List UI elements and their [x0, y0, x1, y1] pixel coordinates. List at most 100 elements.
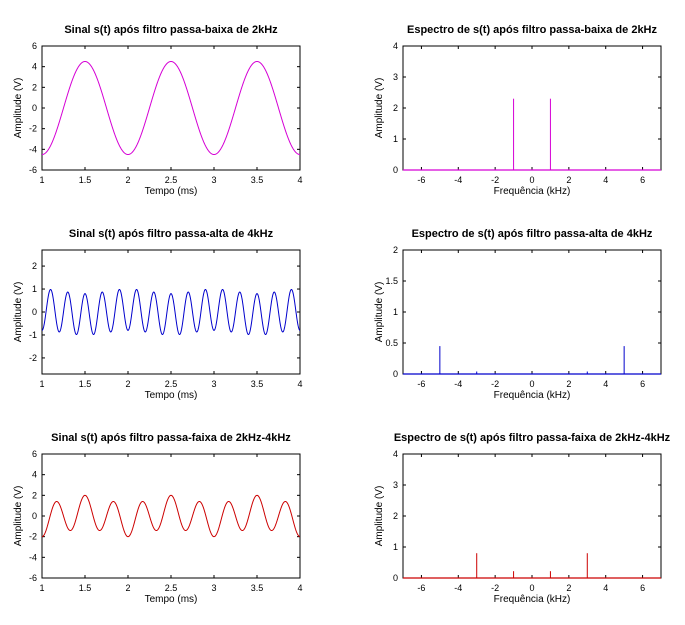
y-tick-label: 0 [393, 573, 398, 583]
x-tick-label: 2 [125, 379, 130, 389]
y-tick-label: -6 [29, 165, 37, 175]
chart-panel-2: Espectro de s(t) após filtro passa-baixa… [374, 24, 662, 197]
x-tick-label: -2 [491, 583, 499, 593]
x-tick-label: 2 [566, 583, 571, 593]
y-tick-label: 4 [32, 470, 37, 480]
chart-panel-6: Espectro de s(t) após filtro passa-faixa… [374, 432, 671, 605]
y-tick-label: 3 [393, 72, 398, 82]
y-axis-label: Amplitude (V) [13, 282, 24, 343]
x-tick-label: 1.5 [79, 379, 92, 389]
x-axis-label: Tempo (ms) [145, 594, 198, 605]
y-tick-label: 1 [393, 542, 398, 552]
x-axis-label: Frequência (kHz) [494, 390, 571, 401]
x-tick-label: -6 [417, 583, 425, 593]
x-tick-label: 2 [566, 379, 571, 389]
x-tick-label: 4 [603, 379, 608, 389]
x-tick-label: 1 [39, 583, 44, 593]
x-tick-label: 4 [297, 379, 302, 389]
y-axis-label: Amplitude (V) [13, 486, 24, 547]
y-axis-label: Amplitude (V) [13, 78, 24, 139]
plot-frame [41, 453, 301, 579]
y-tick-label: -4 [29, 144, 37, 154]
x-tick-label: 0 [529, 379, 534, 389]
x-tick-label: 2 [125, 175, 130, 185]
y-axis-label: Amplitude (V) [374, 282, 385, 343]
signal-line [42, 494, 300, 538]
y-tick-label: -1 [29, 330, 37, 340]
x-tick-label: 2.5 [165, 379, 178, 389]
chart-title: Sinal s(t) após filtro passa-alta de 4kH… [69, 228, 274, 240]
x-tick-label: 1.5 [79, 175, 92, 185]
y-tick-label: 1.5 [385, 276, 398, 286]
chart-panel-1: Sinal s(t) após filtro passa-baixa de 2k… [13, 24, 303, 197]
x-tick-label: 0 [529, 175, 534, 185]
chart-title: Espectro de s(t) após filtro passa-baixa… [407, 24, 658, 36]
y-tick-label: 4 [393, 449, 398, 459]
x-tick-label: 3.5 [251, 379, 264, 389]
chart-title: Sinal s(t) após filtro passa-faixa de 2k… [51, 432, 291, 444]
x-tick-label: 6 [640, 583, 645, 593]
chart-title: Sinal s(t) após filtro passa-baixa de 2k… [64, 24, 278, 36]
y-tick-label: 2 [393, 103, 398, 113]
chart-panel-4: Espectro de s(t) após filtro passa-alta … [374, 228, 662, 401]
x-tick-label: -2 [491, 379, 499, 389]
y-tick-label: -2 [29, 124, 37, 134]
x-tick-label: 2.5 [165, 175, 178, 185]
signal-line [42, 60, 300, 156]
y-tick-label: 1 [393, 307, 398, 317]
plot-frame [402, 45, 662, 171]
y-tick-label: 0 [32, 511, 37, 521]
x-tick-label: 3 [211, 379, 216, 389]
x-tick-label: 1 [39, 175, 44, 185]
y-tick-label: 0 [32, 103, 37, 113]
x-tick-label: 2 [125, 583, 130, 593]
y-tick-label: 2 [32, 490, 37, 500]
y-tick-label: 0 [393, 165, 398, 175]
x-tick-label: -2 [491, 175, 499, 185]
x-axis-label: Frequência (kHz) [494, 186, 571, 197]
chart-title: Espectro de s(t) após filtro passa-faixa… [394, 432, 671, 444]
y-tick-label: 4 [393, 41, 398, 51]
plot-frame [41, 45, 301, 171]
y-axis-label: Amplitude (V) [374, 486, 385, 547]
x-tick-label: 3 [211, 175, 216, 185]
x-tick-label: -4 [454, 175, 462, 185]
plot-frame [402, 249, 662, 375]
x-tick-label: 1 [39, 379, 44, 389]
x-axis-label: Tempo (ms) [145, 390, 198, 401]
y-tick-label: 3 [393, 480, 398, 490]
y-tick-label: 2 [32, 261, 37, 271]
y-tick-label: -4 [29, 552, 37, 562]
chart-panel-5: Sinal s(t) após filtro passa-faixa de 2k… [13, 432, 303, 605]
y-tick-label: -6 [29, 573, 37, 583]
x-tick-label: 4 [603, 583, 608, 593]
x-tick-label: 3.5 [251, 175, 264, 185]
chart-panel-3: Sinal s(t) após filtro passa-alta de 4kH… [13, 228, 303, 401]
plot-frame [402, 453, 662, 579]
y-tick-label: 2 [393, 245, 398, 255]
x-axis-label: Tempo (ms) [145, 186, 198, 197]
y-tick-label: 1 [32, 284, 37, 294]
signal-line [42, 288, 300, 336]
chart-title: Espectro de s(t) após filtro passa-alta … [412, 228, 653, 240]
x-tick-label: 1.5 [79, 583, 92, 593]
x-tick-label: -4 [454, 379, 462, 389]
x-tick-label: -6 [417, 175, 425, 185]
x-tick-label: 0 [529, 583, 534, 593]
x-tick-label: 3 [211, 583, 216, 593]
y-tick-label: -2 [29, 532, 37, 542]
y-tick-label: 0 [32, 307, 37, 317]
y-tick-label: 1 [393, 134, 398, 144]
x-tick-label: 4 [603, 175, 608, 185]
x-tick-label: 3.5 [251, 583, 264, 593]
y-tick-label: 2 [32, 82, 37, 92]
x-axis-label: Frequência (kHz) [494, 594, 571, 605]
x-tick-label: 4 [297, 175, 302, 185]
y-tick-label: 6 [32, 449, 37, 459]
y-tick-label: -2 [29, 353, 37, 363]
y-axis-label: Amplitude (V) [374, 78, 385, 139]
x-tick-label: 6 [640, 379, 645, 389]
x-tick-label: 2.5 [165, 583, 178, 593]
x-tick-label: 4 [297, 583, 302, 593]
x-tick-label: -4 [454, 583, 462, 593]
